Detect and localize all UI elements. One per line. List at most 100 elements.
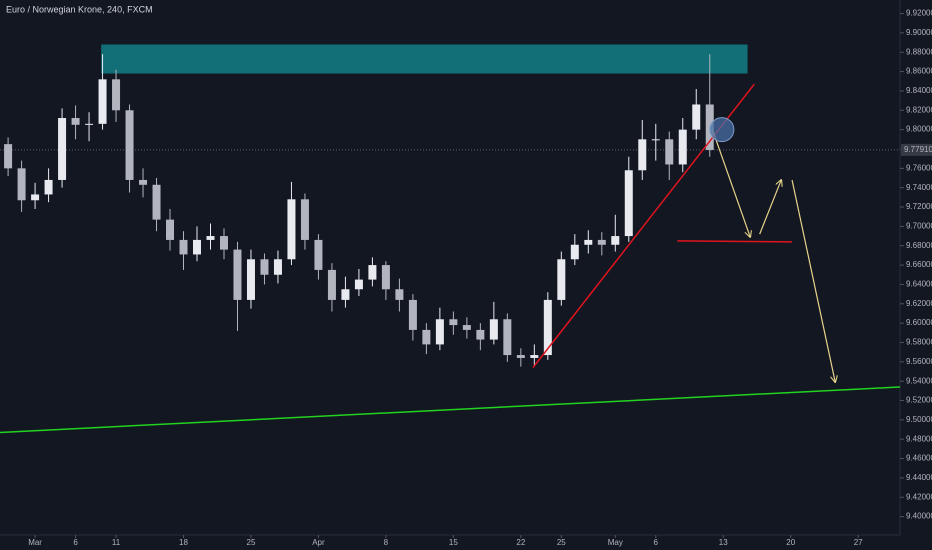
x-tick-label: 8 bbox=[384, 538, 389, 547]
y-tick-label: 9.70000 bbox=[906, 221, 932, 230]
candle-body bbox=[300, 199, 309, 240]
candle-body bbox=[98, 79, 107, 124]
plot-area bbox=[0, 44, 901, 434]
highlight-marker bbox=[709, 117, 735, 143]
candle-body bbox=[543, 299, 552, 356]
last-price-label: 9.77910 bbox=[904, 145, 932, 154]
y-tick-label: 9.76000 bbox=[906, 163, 932, 172]
candle-body bbox=[139, 179, 148, 185]
y-tick-label: 9.72000 bbox=[906, 202, 932, 211]
chart-title: Euro / Norwegian Krone, 240, FXCM bbox=[6, 4, 153, 14]
candle-body bbox=[4, 144, 13, 169]
candle-body bbox=[692, 104, 701, 130]
candle-body bbox=[85, 123, 94, 125]
y-tick-label: 9.44000 bbox=[906, 473, 932, 482]
x-tick-label: 11 bbox=[112, 538, 121, 547]
candle-body bbox=[489, 319, 498, 340]
candle-body bbox=[476, 329, 485, 340]
y-tick-label: 9.84000 bbox=[906, 86, 932, 95]
trend-line bbox=[677, 240, 793, 243]
candle-body bbox=[395, 289, 404, 300]
y-tick-label: 9.40000 bbox=[906, 512, 932, 521]
candle-body bbox=[462, 325, 471, 330]
candle-body bbox=[31, 194, 40, 201]
candle-body bbox=[408, 299, 417, 330]
candle-body bbox=[381, 265, 390, 290]
x-tick-label: 22 bbox=[516, 538, 525, 547]
candle-body bbox=[71, 118, 80, 125]
x-tick-label: 6 bbox=[654, 538, 659, 547]
y-tick-label: 9.42000 bbox=[906, 492, 932, 501]
candle-body bbox=[597, 239, 606, 245]
y-tick-label: 9.82000 bbox=[906, 105, 932, 114]
candle-body bbox=[624, 170, 633, 237]
x-tick-label: 6 bbox=[73, 538, 78, 547]
candle-body bbox=[152, 184, 161, 220]
projection-arrow bbox=[791, 179, 835, 382]
candle-body bbox=[125, 110, 134, 180]
candle-body bbox=[58, 118, 67, 180]
y-tick-label: 9.88000 bbox=[906, 47, 932, 56]
candle-body bbox=[17, 168, 26, 201]
candle-body bbox=[435, 319, 444, 345]
candle-body bbox=[287, 199, 296, 260]
candle-body bbox=[503, 319, 512, 356]
candle-body bbox=[611, 236, 620, 245]
y-tick-label: 9.52000 bbox=[906, 396, 932, 405]
candle-body bbox=[584, 239, 593, 245]
candle-body bbox=[368, 265, 377, 280]
y-tick-label: 9.86000 bbox=[906, 67, 932, 76]
candle-body bbox=[246, 259, 255, 300]
candle-body bbox=[219, 236, 228, 250]
x-tick-label: 27 bbox=[854, 538, 863, 547]
y-tick-label: 9.48000 bbox=[906, 434, 932, 443]
candle-body bbox=[530, 355, 539, 358]
candle-body bbox=[678, 129, 687, 165]
y-tick-label: 9.58000 bbox=[906, 338, 932, 347]
y-tick-label: 9.68000 bbox=[906, 241, 932, 250]
y-tick-label: 9.62000 bbox=[906, 299, 932, 308]
y-tick-label: 9.90000 bbox=[906, 28, 932, 37]
candle-body bbox=[206, 236, 215, 240]
candle-body bbox=[570, 244, 579, 260]
x-tick-label: 20 bbox=[786, 538, 795, 547]
candle-body bbox=[179, 239, 188, 255]
x-tick-label: Apr bbox=[312, 538, 325, 547]
candle-body bbox=[341, 289, 350, 300]
y-tick-label: 9.64000 bbox=[906, 280, 932, 289]
candle-body bbox=[449, 319, 458, 326]
candle-body bbox=[557, 259, 566, 300]
x-tick-label: 25 bbox=[557, 538, 566, 547]
x-tick-label: 18 bbox=[179, 538, 188, 547]
candle-body bbox=[273, 259, 282, 275]
candle-body bbox=[354, 279, 363, 290]
y-tick-label: 9.50000 bbox=[906, 415, 932, 424]
y-tick-label: 9.80000 bbox=[906, 125, 932, 134]
y-tick-label: 9.74000 bbox=[906, 183, 932, 192]
resistance-zone bbox=[101, 44, 748, 74]
y-tick-label: 9.66000 bbox=[906, 260, 932, 269]
last-price-box bbox=[901, 143, 932, 156]
projection-arrow bbox=[759, 180, 782, 235]
candle-body bbox=[112, 79, 121, 111]
x-tick-label: 13 bbox=[719, 538, 728, 547]
projection-arrow bbox=[711, 129, 750, 237]
candle-body bbox=[314, 239, 323, 270]
candle-body bbox=[193, 239, 202, 255]
candle-body bbox=[665, 139, 674, 165]
x-tick-label: Mar bbox=[28, 538, 42, 547]
candle-body bbox=[651, 139, 660, 141]
candle-body bbox=[638, 139, 647, 171]
y-tick-label: 9.60000 bbox=[906, 318, 932, 327]
trend-line bbox=[0, 386, 901, 434]
y-tick-label: 9.92000 bbox=[906, 9, 932, 18]
candle-body bbox=[44, 179, 53, 195]
x-tick-label: May bbox=[608, 538, 623, 547]
candle-body bbox=[260, 259, 269, 275]
candle-body bbox=[422, 329, 431, 345]
y-tick-label: 9.46000 bbox=[906, 454, 932, 463]
y-tick-label: 9.54000 bbox=[906, 376, 932, 385]
